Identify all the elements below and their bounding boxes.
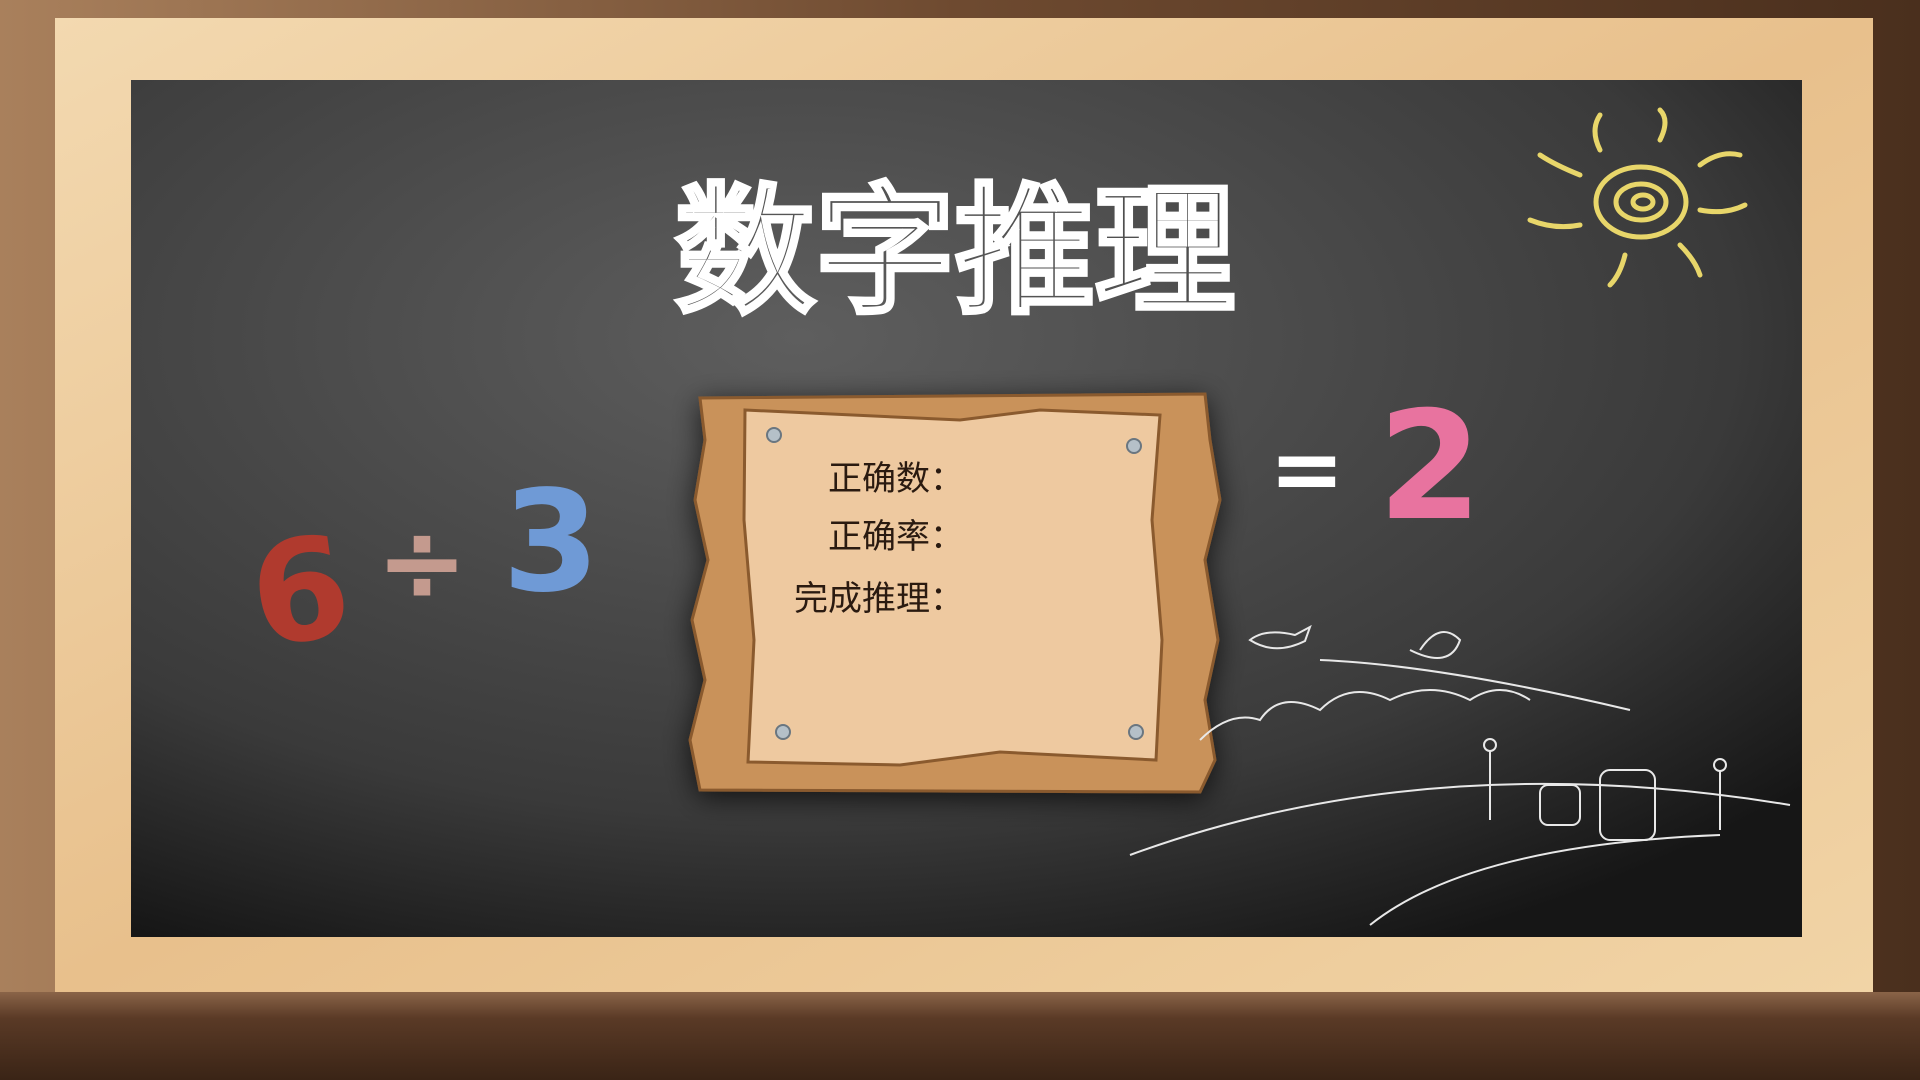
- operand-left: 6: [241, 505, 360, 680]
- stats: 正确数： 正确率： 完成推理：: [794, 459, 964, 619]
- paper: [742, 408, 1164, 767]
- title: 数字推理: [675, 171, 1235, 334]
- stat-label: 完成推理：: [794, 579, 964, 619]
- stat-label: 正确率：: [828, 517, 964, 557]
- operator: ÷: [376, 498, 468, 626]
- equals: =: [1269, 417, 1344, 522]
- sun: [1527, 107, 1748, 288]
- stat-label: 正确数：: [828, 459, 964, 499]
- operand-right: 3: [502, 461, 599, 624]
- doodle: [1129, 624, 1791, 926]
- shelf: [0, 992, 1920, 1080]
- pins: [766, 427, 1144, 740]
- result: 2: [1378, 380, 1482, 554]
